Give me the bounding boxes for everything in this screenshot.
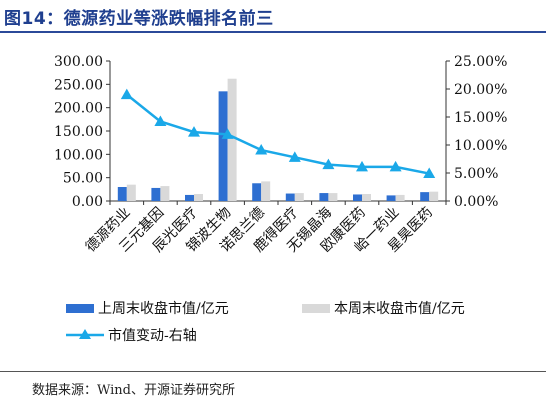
change-marker — [423, 167, 436, 179]
change-marker — [389, 160, 402, 172]
left-tick-label: 200.00 — [54, 101, 103, 117]
legend-label-change: 市值变动-右轴 — [108, 327, 197, 344]
bar-last-week — [185, 194, 194, 201]
bar-last-week — [420, 192, 430, 201]
legend-swatch-this-week — [302, 304, 330, 313]
right-tick-label: 0.00% — [454, 194, 498, 210]
left-tick-label: 250.00 — [54, 77, 103, 93]
bar-last-week — [319, 193, 329, 201]
change-marker — [356, 160, 368, 172]
bar-last-week — [386, 195, 396, 201]
bar-last-week — [117, 187, 127, 201]
bar-this-week — [160, 186, 170, 201]
chart-line — [120, 88, 436, 179]
bar-last-week — [353, 194, 362, 201]
left-tick-label: 300.00 — [54, 54, 103, 70]
legend-label-last-week: 上周末收盘市值/亿元 — [98, 300, 229, 317]
title-underline — [0, 31, 546, 33]
bar-this-week — [429, 191, 439, 201]
chart-axes: 0.00 50.00 100.00 150.00 200.00 250.00 300.00 0… — [54, 54, 507, 210]
chart: 0.00 50.00 100.00 150.00 200.00 250.00 300.00 0… — [54, 54, 507, 344]
bar-last-week — [218, 91, 228, 201]
bar-this-week — [294, 193, 304, 201]
figure-title: 图14：德源药业等涨跌幅排名前三 — [4, 9, 274, 29]
change-marker — [255, 144, 268, 155]
right-tick-label: 10.00% — [454, 138, 507, 154]
right-tick-label: 25.00% — [454, 54, 507, 70]
left-tick-label: 0.00 — [72, 194, 103, 210]
left-tick-label: 100.00 — [54, 147, 103, 163]
change-marker — [288, 151, 301, 162]
right-tick-label: 5.00% — [454, 166, 498, 182]
bar-this-week — [362, 194, 371, 201]
change-marker — [221, 128, 234, 139]
bar-this-week — [194, 194, 203, 201]
bar-last-week — [285, 193, 295, 201]
right-tick-label: 20.00% — [454, 82, 507, 98]
bar-last-week — [252, 183, 262, 201]
chart-bars — [117, 78, 439, 201]
left-tick-label: 50.00 — [63, 171, 103, 187]
bar-this-week — [126, 184, 136, 201]
left-tick-label: 150.00 — [54, 124, 103, 140]
source-divider — [0, 371, 546, 372]
bar-last-week — [151, 187, 161, 201]
bar-this-week — [227, 78, 237, 201]
change-marker — [120, 88, 133, 100]
change-marker — [154, 115, 167, 126]
right-tick-label: 15.00% — [454, 110, 507, 126]
source-note: 数据来源：Wind、开源证券研究所 — [32, 383, 235, 398]
bar-this-week — [395, 194, 405, 201]
change-line — [126, 93, 430, 175]
bar-this-week — [328, 193, 338, 201]
legend-swatch-last-week — [66, 304, 94, 313]
change-marker — [188, 126, 200, 137]
change-marker — [322, 158, 335, 170]
bar-this-week — [261, 181, 271, 201]
legend-swatch-change-marker — [79, 329, 91, 339]
legend-label-this-week: 本周末收盘市值/亿元 — [334, 300, 465, 317]
